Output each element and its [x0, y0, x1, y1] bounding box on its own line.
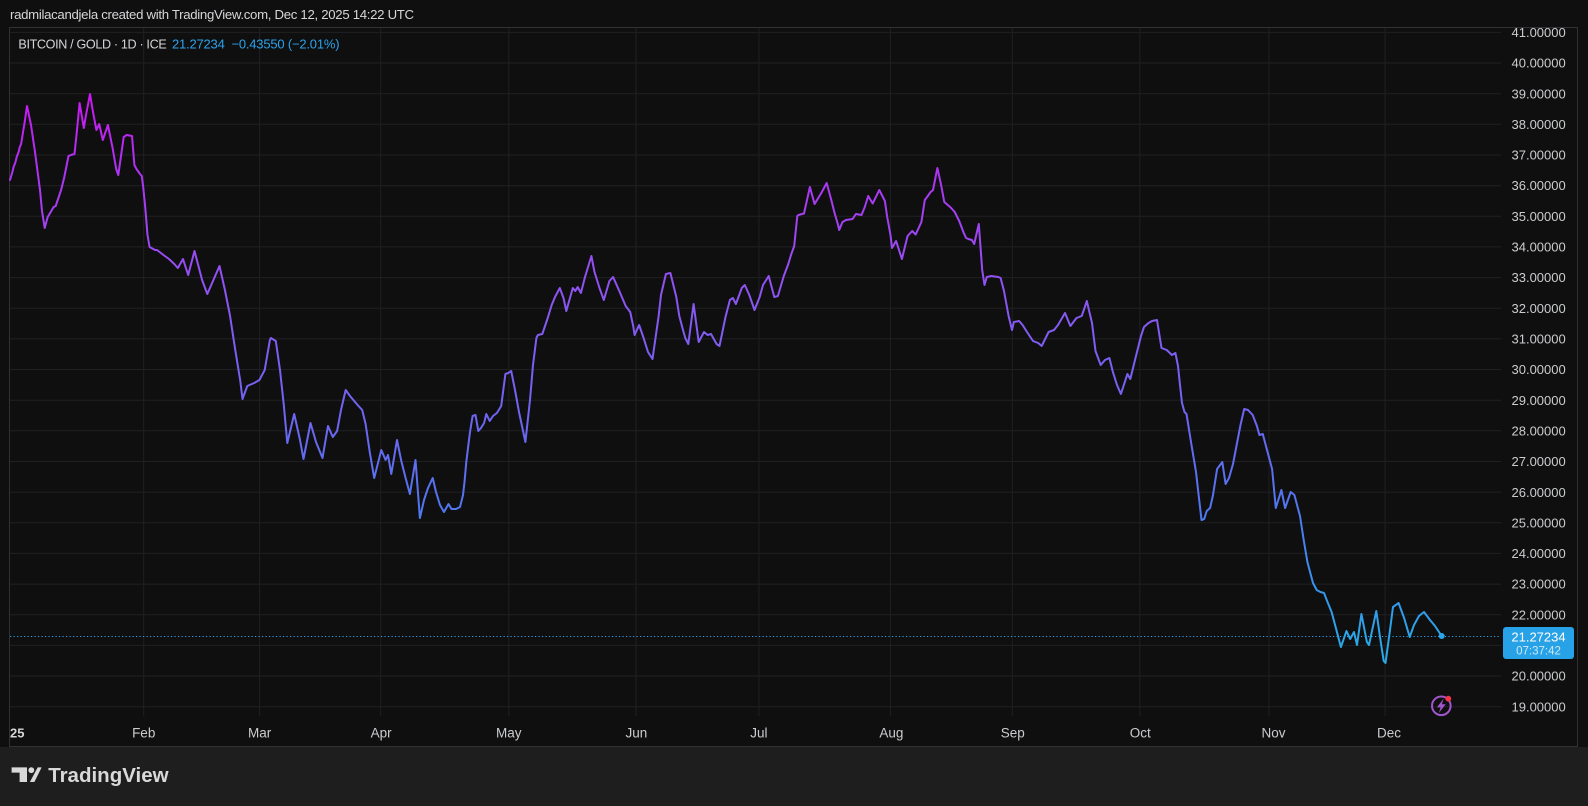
svg-text:Apr: Apr: [371, 726, 393, 741]
svg-text:30.00000: 30.00000: [1512, 362, 1566, 377]
svg-text:07:37:42: 07:37:42: [1516, 646, 1561, 658]
svg-text:May: May: [496, 726, 522, 741]
svg-text:39.00000: 39.00000: [1512, 86, 1566, 101]
svg-text:20.00000: 20.00000: [1512, 669, 1566, 684]
svg-text:Nov: Nov: [1261, 726, 1285, 741]
svg-text:Dec: Dec: [1377, 726, 1401, 741]
svg-text:TradingView: TradingView: [48, 764, 168, 787]
svg-text:22.00000: 22.00000: [1512, 607, 1566, 622]
svg-text:21.27234 −0.43550 (−2.01%): 21.27234 −0.43550 (−2.01%): [172, 37, 339, 52]
svg-text:25: 25: [10, 726, 24, 741]
svg-text:26.00000: 26.00000: [1512, 485, 1566, 500]
svg-text:Oct: Oct: [1130, 726, 1151, 741]
svg-text:radmilacandjela created with T: radmilacandjela created with TradingView…: [10, 7, 415, 22]
svg-text:37.00000: 37.00000: [1512, 148, 1566, 163]
svg-text:31.00000: 31.00000: [1512, 332, 1566, 347]
svg-text:19.00000: 19.00000: [1512, 699, 1566, 714]
svg-text:40.00000: 40.00000: [1512, 56, 1566, 71]
svg-text:28.00000: 28.00000: [1512, 423, 1566, 438]
svg-text:38.00000: 38.00000: [1512, 117, 1566, 132]
svg-text:24.00000: 24.00000: [1512, 546, 1566, 561]
svg-text:21.27234: 21.27234: [1511, 629, 1565, 644]
svg-text:25.00000: 25.00000: [1512, 515, 1566, 530]
svg-text:34.00000: 34.00000: [1512, 240, 1566, 255]
svg-text:33.00000: 33.00000: [1512, 270, 1566, 285]
svg-text:Aug: Aug: [879, 726, 903, 741]
svg-text:Sep: Sep: [1001, 726, 1025, 741]
svg-text:36.00000: 36.00000: [1512, 178, 1566, 193]
svg-text:Feb: Feb: [132, 726, 155, 741]
svg-text:Jun: Jun: [626, 726, 648, 741]
svg-text:27.00000: 27.00000: [1512, 454, 1566, 469]
svg-text:Jul: Jul: [750, 726, 767, 741]
svg-text:35.00000: 35.00000: [1512, 209, 1566, 224]
svg-text:32.00000: 32.00000: [1512, 301, 1566, 316]
svg-text:23.00000: 23.00000: [1512, 577, 1566, 592]
svg-text:Mar: Mar: [248, 726, 272, 741]
svg-text:29.00000: 29.00000: [1512, 393, 1566, 408]
svg-text:41.00000: 41.00000: [1512, 25, 1566, 40]
svg-text:BITCOIN / GOLD · 1D · ICE: BITCOIN / GOLD · 1D · ICE: [18, 38, 166, 52]
